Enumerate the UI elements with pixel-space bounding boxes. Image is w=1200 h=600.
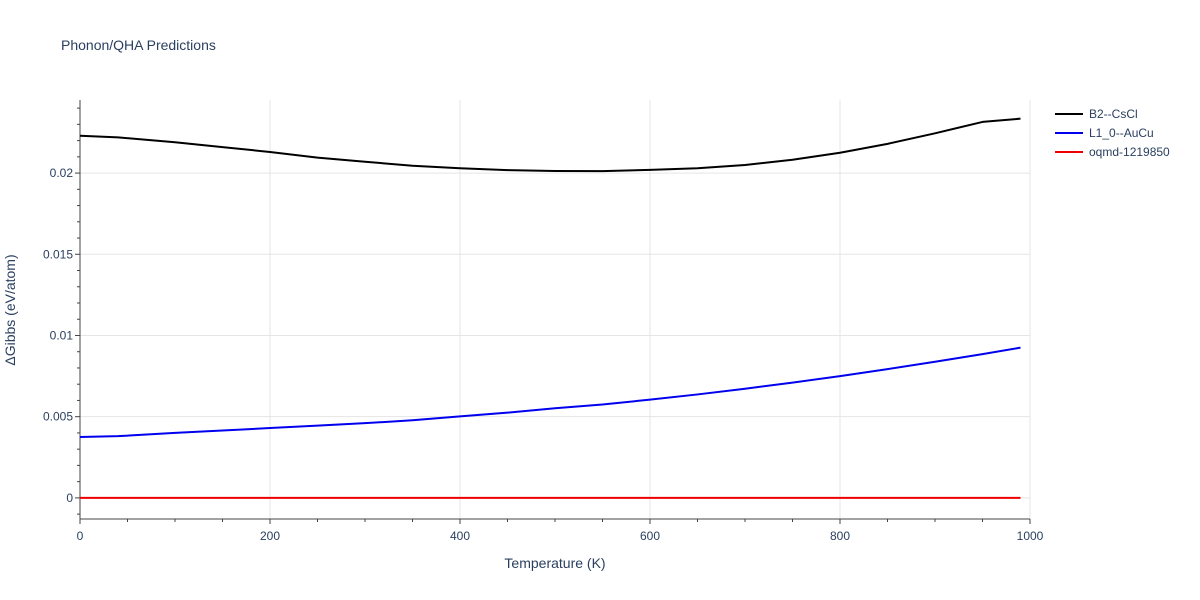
legend-label: L1_0--AuCu: [1089, 126, 1154, 140]
y-tick-label: 0.01: [50, 328, 74, 342]
y-tick-label: 0.005: [43, 410, 73, 424]
x-tick-label: 400: [450, 529, 470, 543]
x-tick-label: 200: [260, 529, 280, 543]
axes: [75, 100, 1031, 524]
y-tick-label: 0: [66, 491, 73, 505]
tick-labels: 0 200 400 600 800 1000 0 0.005 0.01 0.015 0.02: [43, 166, 1044, 543]
legend-label: B2--CsCl: [1089, 107, 1138, 121]
series-line-l1-0-aucu: [79, 346, 1021, 438]
x-axis-title: Temperature (K): [504, 555, 605, 571]
legend-item-b2-cscl[interactable]: B2--CsCl: [1055, 107, 1138, 121]
legend-item-oqmd-1219850[interactable]: oqmd-1219850: [1055, 145, 1170, 159]
series-lines: [79, 117, 1021, 499]
legend[interactable]: B2--CsCl L1_0--AuCu oqmd-1219850: [1055, 107, 1170, 159]
series-line-b2-cscl: [79, 117, 1021, 173]
x-tick-label: 1000: [1017, 529, 1044, 543]
y-axis-title: ΔGibbs (eV/atom): [2, 254, 18, 365]
x-tick-label: 600: [640, 529, 660, 543]
legend-label: oqmd-1219850: [1089, 145, 1170, 159]
chart-title: Phonon/QHA Predictions: [61, 37, 216, 53]
y-tick-label: 0.02: [50, 166, 74, 180]
x-tick-label: 0: [77, 529, 84, 543]
legend-item-l1-0-aucu[interactable]: L1_0--AuCu: [1055, 126, 1154, 140]
x-tick-label: 800: [830, 529, 850, 543]
y-tick-label: 0.015: [43, 247, 73, 261]
